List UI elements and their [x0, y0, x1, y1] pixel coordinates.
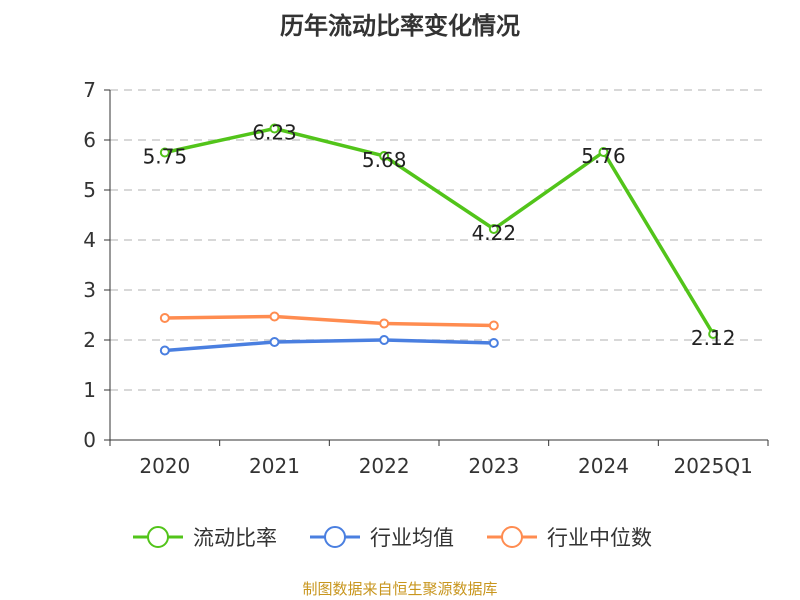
data-label: 4.22: [472, 221, 517, 245]
legend-marker: [501, 526, 523, 548]
data-point: [379, 318, 390, 329]
legend-marker: [324, 526, 346, 548]
x-tick-label: 2021: [249, 454, 300, 478]
legend-label: 行业中位数: [547, 526, 652, 550]
x-tick-label: 2025Q1: [673, 454, 752, 478]
y-tick-label: 2: [83, 328, 96, 352]
data-point: [159, 313, 170, 323]
data-label: 5.75: [143, 145, 188, 169]
x-tick-label: 2020: [139, 454, 190, 478]
data-point: [488, 320, 499, 331]
legend-label: 行业均值: [370, 526, 454, 550]
y-tick-label: 4: [83, 228, 96, 252]
x-tick-label: 2024: [578, 454, 629, 478]
x-tick-label: 2023: [468, 454, 519, 478]
data-point: [379, 151, 390, 161]
data-label: 5.68: [362, 148, 407, 172]
series-line: [164, 338, 494, 353]
data-point: [488, 224, 499, 234]
y-tick-label: 1: [83, 378, 96, 402]
data-point: [269, 337, 280, 347]
data-point: [159, 147, 170, 158]
data-point: [708, 329, 719, 339]
legend-label: 流动比率: [193, 526, 277, 550]
data-point: [269, 311, 280, 322]
x-tick-label: 2022: [359, 454, 410, 478]
y-tick-label: 6: [83, 128, 96, 152]
data-point: [159, 345, 170, 356]
data-label: 6.23: [252, 121, 297, 145]
y-tick-label: 7: [83, 78, 96, 102]
data-label: 5.76: [581, 144, 626, 168]
series-line: [164, 126, 715, 335]
data-point: [488, 338, 499, 348]
chart-title: 历年流动比率变化情况: [280, 12, 520, 40]
legend-marker: [147, 526, 169, 548]
y-tick-label: 3: [83, 278, 96, 302]
series-line: [164, 314, 494, 328]
y-tick-label: 5: [83, 178, 96, 202]
data-point: [598, 147, 609, 157]
data-point: [269, 123, 280, 134]
y-tick-label: 0: [83, 428, 96, 452]
data-point: [379, 335, 390, 345]
source-note: 制图数据来自恒生聚源数据库: [302, 580, 498, 598]
data-label: 2.12: [691, 326, 736, 350]
